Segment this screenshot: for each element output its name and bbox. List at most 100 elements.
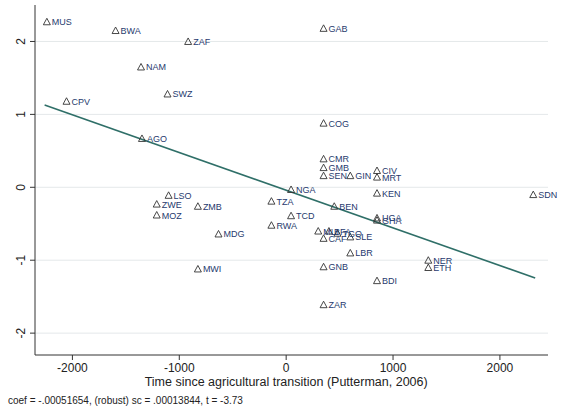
point	[320, 155, 327, 162]
point-label: CAF	[329, 234, 348, 244]
x-tick-label: 1000	[380, 361, 407, 375]
note: coef = -.00051654, (robust) sc = .000138…	[8, 395, 243, 406]
y-tick	[30, 187, 35, 188]
point-label: MDG	[224, 229, 245, 239]
y-tick-label: 0	[14, 184, 28, 191]
point	[112, 27, 119, 33]
point-label: ZMB	[203, 202, 222, 212]
point	[425, 264, 432, 271]
point-label: BWA	[121, 26, 141, 36]
point	[153, 201, 160, 208]
point	[320, 164, 327, 171]
x-tick	[179, 355, 180, 360]
point	[425, 257, 432, 264]
x-axis	[35, 355, 548, 356]
point	[530, 191, 537, 198]
grid-line	[35, 333, 548, 334]
point-label: MOZ	[162, 211, 182, 221]
y-tick	[30, 333, 35, 334]
x-tick	[499, 355, 500, 360]
point	[215, 230, 222, 237]
x-tick-label: 0	[283, 361, 290, 375]
point	[194, 203, 201, 210]
point	[320, 172, 327, 179]
plot-area	[43, 18, 536, 307]
point-label: ZWE	[162, 200, 182, 210]
y-tick	[30, 260, 35, 261]
point-label: SDN	[538, 190, 557, 200]
y-axis	[35, 5, 36, 355]
point	[315, 228, 322, 235]
grid-line	[35, 260, 548, 261]
point-label: NAM	[146, 62, 166, 72]
point-label: ETH	[433, 263, 451, 273]
point-label: BDI	[382, 276, 397, 286]
x-tick-label: -1000	[164, 361, 195, 375]
point-label: TZA	[276, 197, 293, 207]
point-label: GIN	[355, 171, 371, 181]
point-label: RWA	[276, 221, 297, 231]
point-label: BEN	[339, 202, 358, 212]
point	[43, 18, 50, 25]
point	[268, 222, 275, 229]
point-label: GAB	[329, 24, 348, 34]
point-label: COG	[329, 119, 350, 129]
point	[63, 98, 70, 105]
point	[347, 249, 354, 256]
point	[320, 120, 327, 127]
point	[194, 265, 201, 272]
point-label: NGA	[296, 185, 316, 195]
x-tick	[286, 355, 287, 360]
fit-line	[45, 105, 536, 278]
grid-line	[35, 114, 548, 115]
point	[268, 198, 275, 205]
point-label: TCD	[296, 211, 315, 221]
y-tick-label: 1	[14, 111, 28, 118]
point-label: MUS	[52, 17, 72, 27]
x-tick-label: 2000	[487, 361, 514, 375]
point-label: SEN	[329, 171, 348, 181]
point	[320, 263, 327, 270]
point	[374, 214, 381, 221]
x-tick-label: -2000	[57, 361, 88, 375]
y-tick	[30, 41, 35, 42]
point	[374, 167, 381, 174]
point-label: GHA	[382, 216, 402, 226]
point	[164, 90, 171, 97]
y-tick-label: -1	[14, 255, 28, 266]
chart: -2 -1 0 1 2 -2000 -1000 0 1000 2000 MUS BWA ZAF NAM SW…	[0, 0, 572, 411]
point	[374, 217, 381, 224]
x-tick	[393, 355, 394, 360]
point	[185, 38, 192, 45]
point-labels: MUSBWAZAFNAMSWZCPVAGOGABCOGCMRGMBSENGINC…	[52, 17, 557, 310]
grid-line	[35, 41, 548, 42]
point	[288, 212, 295, 219]
y-tick-label: -2	[14, 327, 28, 338]
point	[153, 212, 160, 219]
x-tick	[72, 355, 73, 360]
point-label: SLE	[355, 232, 372, 242]
y-tick	[30, 114, 35, 115]
point	[138, 63, 145, 69]
point-label: ZAF	[193, 37, 211, 47]
point	[374, 174, 381, 181]
point	[165, 192, 172, 199]
point	[374, 277, 381, 284]
y-tick-label: 2	[14, 38, 28, 45]
point	[288, 186, 295, 193]
point	[374, 190, 381, 197]
point-label: SWZ	[173, 89, 193, 99]
point-label: KEN	[382, 189, 401, 199]
point	[320, 301, 327, 308]
point	[331, 203, 338, 210]
point-label: MRT	[382, 173, 402, 183]
point	[138, 135, 145, 142]
point-label: LBR	[355, 248, 373, 258]
point-label: CPV	[72, 97, 91, 107]
point-label: MWI	[203, 264, 222, 274]
x-axis-label: Time since agricultural transition (Putt…	[145, 375, 428, 389]
point-label: AGO	[147, 134, 167, 144]
point-label: GNB	[329, 262, 349, 272]
point	[320, 25, 327, 32]
point-label: ZAR	[329, 300, 348, 310]
